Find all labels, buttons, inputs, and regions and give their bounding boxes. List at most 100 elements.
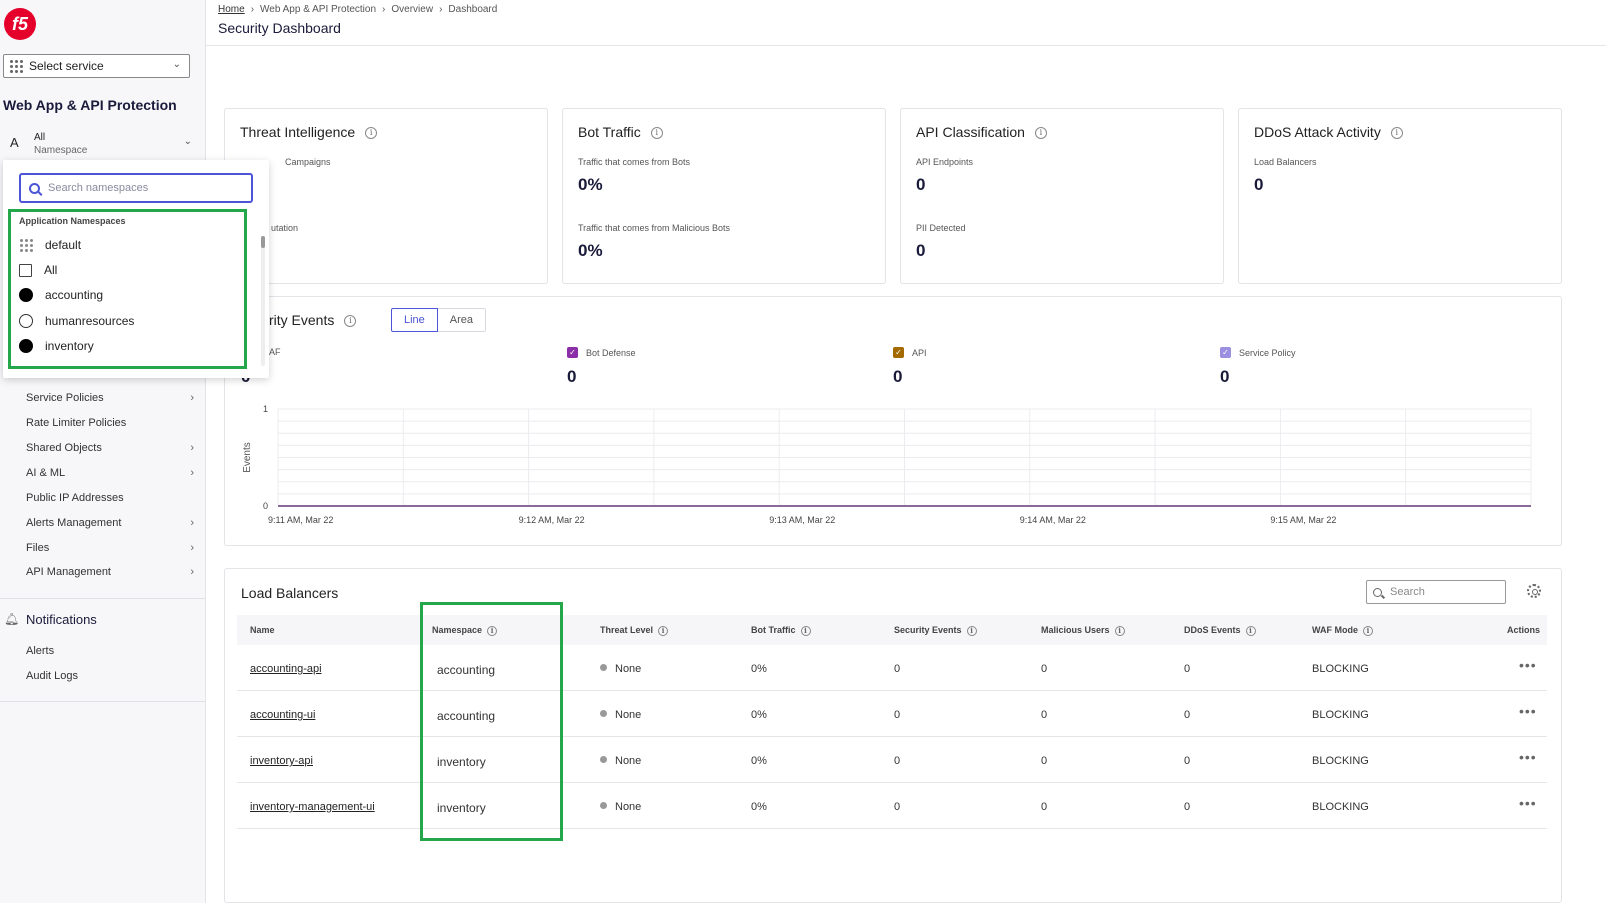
checkbox-checked-icon: ✓ [893, 347, 904, 358]
f5-logo[interactable]: f5 [4, 8, 36, 40]
sidebar-item-api-management[interactable]: API Management › [26, 566, 194, 578]
card-metric-label: Traffic that comes from Bots [578, 157, 691, 167]
info-icon[interactable]: i [800, 625, 811, 636]
namespace-option-label: accounting [45, 288, 104, 302]
search-icon [29, 182, 40, 194]
namespace-avatar: A [10, 135, 19, 150]
waf-mode-cell: BLOCKING [1312, 755, 1369, 767]
table-row[interactable]: inventory-management-ui inventory None 0% 0 0… [237, 783, 1547, 829]
sidebar-item-alerts-management[interactable]: Alerts Management › [26, 517, 194, 529]
namespace-option-humanresources[interactable]: humanresources [19, 311, 239, 331]
column-header-threat-level[interactable]: Threat Level i [600, 625, 669, 636]
legend-bot-defense[interactable]: ✓ Bot Defense [567, 347, 636, 358]
lb-name-link[interactable]: inventory-api [250, 755, 313, 767]
table-row[interactable]: inventory-api inventory None 0% 0 0 0 BLOCKING •… [237, 737, 1547, 783]
dropdown-scrollbar[interactable] [261, 236, 265, 366]
column-header-waf-mode[interactable]: WAF Mode i [1312, 625, 1373, 636]
threat-level-label: None [615, 801, 642, 813]
namespace-search-input[interactable]: Search namespaces [19, 173, 253, 203]
checkbox-icon [19, 263, 32, 277]
column-header-ddos-events[interactable]: DDoS Events i [1184, 625, 1256, 636]
namespace-selector[interactable]: A All Namespace ⌄ [8, 130, 198, 160]
info-icon[interactable]: i [650, 126, 663, 139]
info-icon[interactable]: i [487, 625, 498, 636]
sidebar-item-audit-logs[interactable]: Audit Logs [26, 670, 78, 682]
info-icon[interactable]: i [1363, 625, 1373, 636]
checkbox-checked-icon: ✓ [1220, 347, 1231, 358]
namespace-option-label: humanresources [45, 314, 135, 328]
security-events-cell: 0 [894, 709, 901, 721]
legend-service-policy[interactable]: ✓ Service Policy [1220, 347, 1296, 358]
checkbox-checked-icon: ✓ [567, 347, 578, 358]
card-metric-value: 0 [916, 241, 926, 260]
toggle-line[interactable]: Line [391, 308, 438, 332]
row-actions-button[interactable]: ••• [1519, 657, 1537, 673]
row-actions-button[interactable]: ••• [1519, 749, 1537, 765]
info-icon[interactable]: i [1114, 625, 1125, 636]
info-icon[interactable]: i [1245, 625, 1256, 636]
security-events-card: rity Events i Line Area AF ✓ Bot Defense ✓… [224, 296, 1562, 546]
info-icon[interactable]: i [344, 314, 357, 327]
lb-name-link[interactable]: inventory-management-ui [250, 801, 375, 813]
info-icon[interactable]: i [1034, 126, 1047, 139]
threat-level-label: None [615, 709, 642, 721]
service-select[interactable]: Select service ⌄ [3, 54, 190, 78]
table-row[interactable]: accounting-api accounting None 0% 0 0 0 BLOCKIN… [237, 645, 1547, 691]
toggle-area[interactable]: Area [437, 308, 487, 332]
sidebar-item-service-policies[interactable]: Service Policies › [26, 392, 194, 404]
column-header-name[interactable]: Name [250, 625, 275, 635]
info-icon[interactable]: i [658, 625, 669, 636]
column-header-namespace[interactable]: Namespace i [432, 625, 498, 636]
sidebar-item-ai-ml[interactable]: AI & ML › [26, 467, 194, 479]
table-row[interactable]: accounting-ui accounting None 0% 0 0 0 BLOCKING… [237, 691, 1547, 737]
namespace-option-default[interactable]: default [19, 235, 239, 255]
legend-waf[interactable]: AF [269, 347, 281, 357]
page-title: Security Dashboard [218, 20, 341, 36]
table-header: Name Namespace i Threat Level i Bot Traffic i S… [237, 615, 1547, 645]
breadcrumb-item[interactable]: Overview [391, 4, 434, 15]
namespace-option-accounting[interactable]: accounting [19, 285, 239, 305]
lb-name-link[interactable]: accounting-ui [250, 709, 316, 721]
info-icon[interactable]: i [966, 625, 977, 636]
dropdown-scrollbar-thumb[interactable] [261, 236, 265, 248]
breadcrumb-item[interactable]: Web App & API Protection [260, 4, 377, 15]
sidebar-item-files[interactable]: Files › [26, 542, 194, 554]
row-actions-button[interactable]: ••• [1519, 795, 1537, 811]
namespace-option-inventory[interactable]: inventory [19, 336, 239, 356]
card-bot-traffic: Bot Traffic i Traffic that comes from Bot… [562, 108, 886, 284]
column-header-actions[interactable]: Actions [1507, 625, 1540, 635]
column-header-bot-traffic[interactable]: Bot Traffic i [751, 625, 811, 636]
x-tick-label: 9:11 AM, Mar 22 [268, 515, 333, 525]
ddos-events-cell: 0 [1184, 801, 1191, 813]
chevron-down-icon: ⌄ [172, 59, 181, 70]
legend-api[interactable]: ✓ API [893, 347, 927, 358]
lb-search-placeholder: Search [1390, 586, 1425, 598]
namespace-option-all[interactable]: All [19, 260, 239, 280]
threat-level-cell: None [600, 755, 641, 767]
namespace-label: Namespace [34, 145, 88, 156]
sidebar-item-public-ip-addresses[interactable]: Public IP Addresses [26, 492, 194, 504]
threat-level-label: None [615, 755, 642, 767]
card-metric-label: Traffic that comes from Malicious Bots [578, 223, 731, 233]
column-header-label: Actions [1507, 625, 1541, 635]
sidebar: f5 Select service ⌄ Web App & API Protec… [0, 0, 206, 903]
search-icon [1373, 587, 1382, 597]
threat-level-cell: None [600, 709, 641, 721]
column-header-security-events[interactable]: Security Events i [894, 625, 977, 636]
lb-search-input[interactable]: Search [1366, 580, 1506, 604]
load-balancers-title: Load Balancers [241, 585, 339, 601]
sidebar-item-rate-limiter-policies[interactable]: Rate Limiter Policies [26, 417, 194, 429]
lb-name-link[interactable]: accounting-api [250, 663, 322, 675]
x-tick-label: 9:15 AM, Mar 22 [1270, 515, 1336, 525]
gear-icon[interactable] [1527, 584, 1541, 598]
info-icon[interactable]: i [1390, 126, 1403, 139]
sidebar-item-alerts[interactable]: Alerts [26, 645, 55, 657]
column-header-label: Security Events [894, 625, 962, 635]
legend-value: 0 [1220, 367, 1230, 386]
column-header-malicious-users[interactable]: Malicious Users i [1041, 625, 1125, 636]
info-icon[interactable]: i [365, 126, 378, 139]
row-actions-button[interactable]: ••• [1519, 703, 1537, 719]
sidebar-item-shared-objects[interactable]: Shared Objects › [26, 442, 194, 454]
breadcrumb-home[interactable]: Home [218, 4, 245, 15]
breadcrumb-separator: › [439, 4, 443, 15]
